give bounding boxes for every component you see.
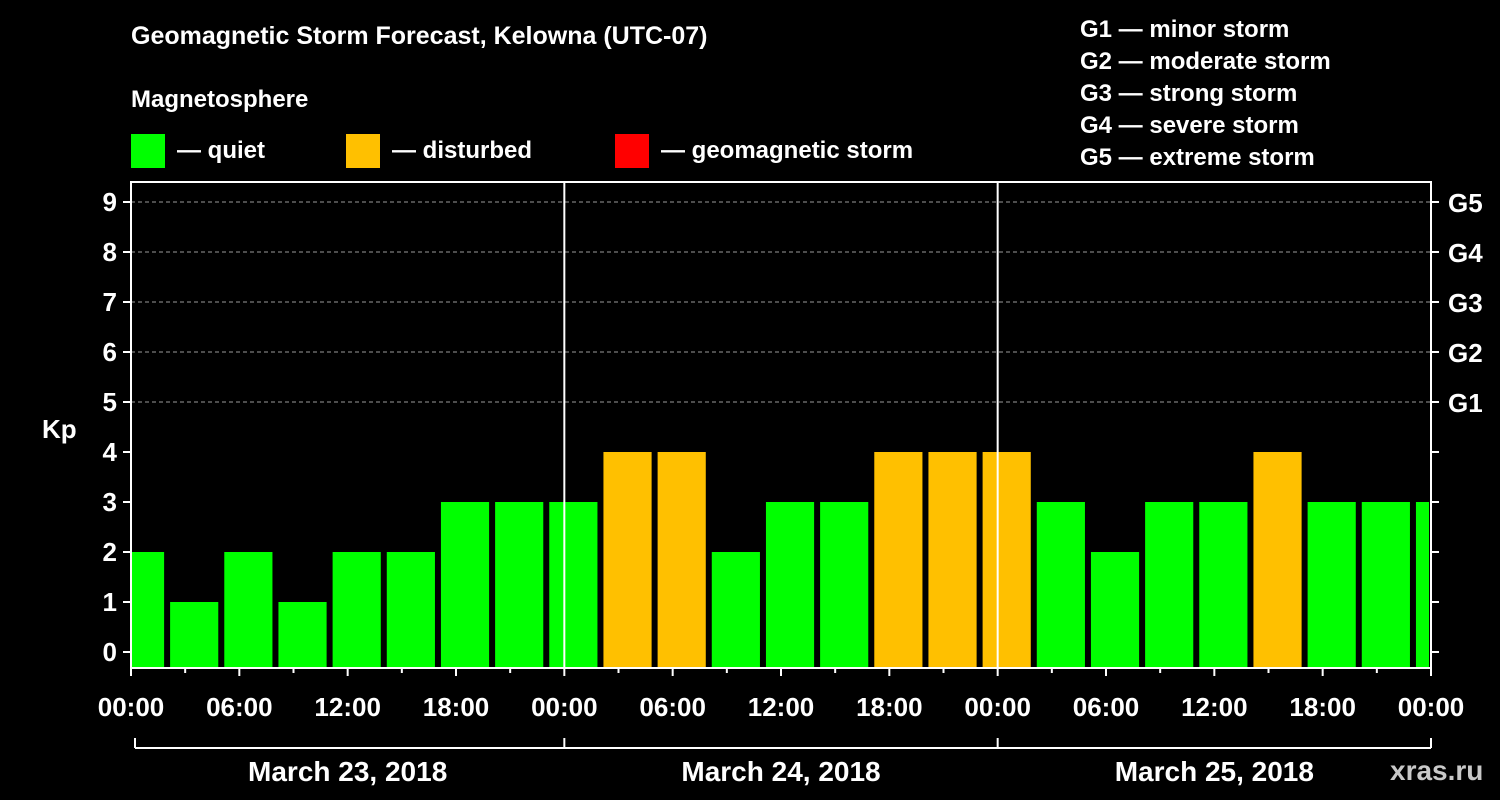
- chart-title: Geomagnetic Storm Forecast, Kelowna (UTC…: [131, 22, 708, 50]
- kp-bar-12: [765, 502, 815, 668]
- right-axis-label-g3: G3: [1448, 288, 1483, 318]
- legend-disturbed-label: — disturbed: [392, 137, 533, 164]
- kp-bar-6: [440, 502, 490, 668]
- kp-bar-14: [874, 452, 923, 668]
- storm-level-g3: G3 — strong storm: [1080, 80, 1298, 107]
- x-tick-label-3: 18:00: [423, 692, 490, 722]
- legend-quiet-swatch: [131, 134, 165, 168]
- y-tick-label-2: 2: [103, 537, 117, 567]
- legend-disturbed-swatch: [346, 134, 380, 168]
- kp-bar-7: [495, 502, 544, 668]
- y-tick-label-7: 7: [103, 287, 117, 317]
- y-tick-label-1: 1: [103, 587, 117, 617]
- kp-bar-4: [332, 552, 381, 668]
- x-tick-label-4: 00:00: [531, 692, 598, 722]
- kp-bar-16: [982, 452, 1031, 668]
- storm-level-g5: G5 — extreme storm: [1080, 144, 1315, 171]
- chart-subtitle: Magnetosphere: [131, 86, 309, 113]
- x-tick-label-8: 00:00: [964, 692, 1031, 722]
- date-label-0: March 23, 2018: [248, 756, 447, 787]
- y-tick-label-4: 4: [103, 437, 118, 467]
- kp-bar-22: [1307, 502, 1356, 668]
- kp-bar-18: [1090, 552, 1140, 668]
- date-label-1: March 24, 2018: [681, 756, 880, 787]
- kp-bar-9: [603, 452, 652, 668]
- kp-bar-13: [820, 502, 869, 668]
- kp-bar-2: [224, 552, 273, 668]
- storm-level-g1: G1 — minor storm: [1080, 16, 1290, 43]
- kp-bar-20: [1199, 502, 1248, 668]
- y-tick-label-3: 3: [103, 487, 117, 517]
- legend-storm-swatch: [615, 134, 649, 168]
- legend-quiet: — quiet: [131, 134, 265, 168]
- date-label-2: March 25, 2018: [1115, 756, 1314, 787]
- right-axis-label-g2: G2: [1448, 338, 1483, 368]
- y-axis-label: Kp: [42, 414, 77, 444]
- legend-disturbed: — disturbed: [346, 134, 532, 168]
- x-tick-label-10: 12:00: [1181, 692, 1248, 722]
- legend-storm-label: — geomagnetic storm: [661, 137, 914, 164]
- x-tick-label-5: 06:00: [639, 692, 706, 722]
- kp-bar-15: [928, 452, 977, 668]
- kp-bar-5: [386, 552, 435, 668]
- kp-bar-19: [1145, 502, 1194, 668]
- bars-group: [131, 452, 1429, 668]
- kp-bar-17: [1036, 502, 1085, 668]
- kp-bar-8: [549, 502, 598, 668]
- x-tick-label-11: 18:00: [1289, 692, 1356, 722]
- x-tick-label-7: 18:00: [856, 692, 923, 722]
- right-axis-label-g4: G4: [1448, 238, 1483, 268]
- x-tick-label-12: 00:00: [1398, 692, 1465, 722]
- kp-bar-3: [278, 602, 327, 668]
- y-tick-label-0: 0: [103, 637, 117, 667]
- x-tick-label-2: 12:00: [314, 692, 381, 722]
- kp-bar-11: [711, 552, 760, 668]
- x-tick-label-6: 12:00: [748, 692, 815, 722]
- watermark: xras.ru: [1390, 755, 1484, 786]
- storm-level-g4: G4 — severe storm: [1080, 112, 1299, 139]
- storm-level-list: G1 — minor storm G2 — moderate storm G3 …: [1080, 14, 1331, 174]
- kp-bar-24: [1415, 502, 1429, 668]
- y-tick-label-8: 8: [103, 237, 117, 267]
- storm-level-g2: G2 — moderate storm: [1080, 48, 1331, 75]
- y-tick-label-6: 6: [103, 337, 117, 367]
- x-tick-label-9: 06:00: [1073, 692, 1140, 722]
- kp-bar-10: [657, 452, 706, 668]
- right-axis-label-g1: G1: [1448, 388, 1483, 418]
- kp-bar-0: [131, 552, 165, 668]
- y-tick-label-5: 5: [103, 387, 117, 417]
- x-tick-label-1: 06:00: [206, 692, 273, 722]
- right-axis-label-g5: G5: [1448, 188, 1483, 218]
- y-tick-label-9: 9: [103, 187, 117, 217]
- legend-storm: — geomagnetic storm: [615, 134, 913, 168]
- kp-bar-23: [1361, 502, 1410, 668]
- legend-quiet-label: — quiet: [177, 137, 265, 164]
- kp-bar-21: [1253, 452, 1302, 668]
- x-tick-label-0: 00:00: [98, 692, 165, 722]
- kp-bar-1: [170, 602, 219, 668]
